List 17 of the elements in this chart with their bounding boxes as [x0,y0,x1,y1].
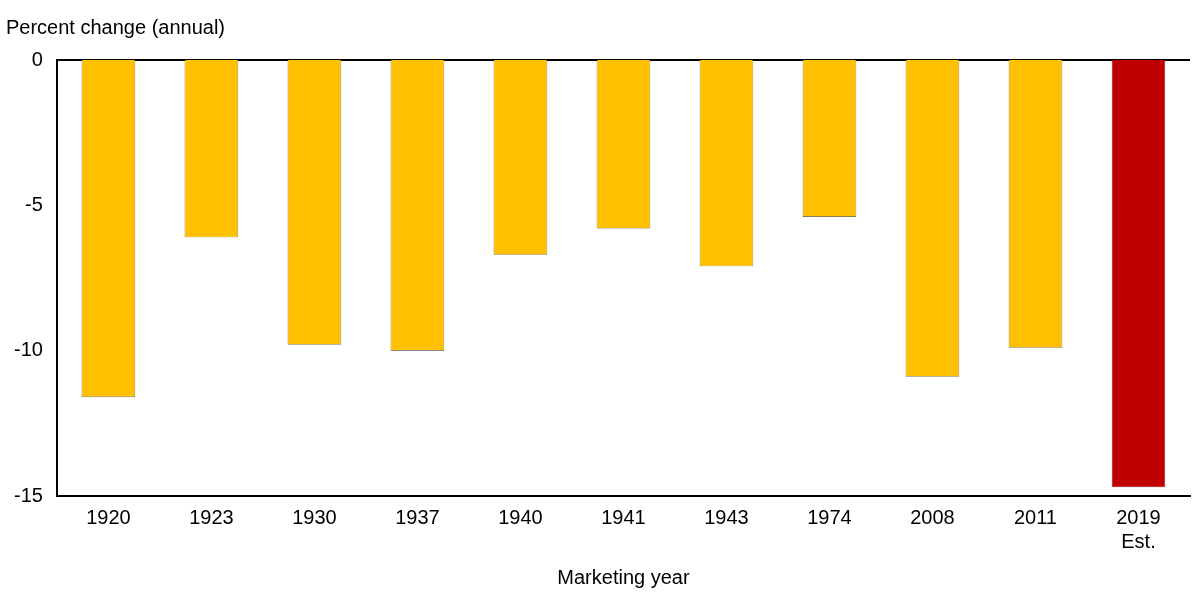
x-tick-label: 1974 [807,505,852,528]
y-tick-label: -15 [14,483,43,506]
x-tick-label: 1943 [704,505,749,528]
y-tick-label: -5 [25,192,43,215]
x-tick-label: 2008 [910,505,955,528]
x-tick-label: 1930 [292,505,337,528]
x-tick-label: 1941 [601,505,646,528]
y-axis-title: Percent change (annual) [6,16,226,39]
x-tick-label: 1923 [189,505,234,528]
x-tick-label: 1920 [86,505,131,528]
x-tick-label: 1940 [498,505,543,528]
y-tick-label: -10 [14,338,43,361]
y-tick-label: 0 [31,47,43,70]
x-tick-label: 1937 [395,505,440,528]
x-tick-label: 2011 [1013,505,1057,528]
x-axis-title: Marketing year [557,565,690,588]
x-tick-label: 2019 Est. [1116,505,1161,552]
